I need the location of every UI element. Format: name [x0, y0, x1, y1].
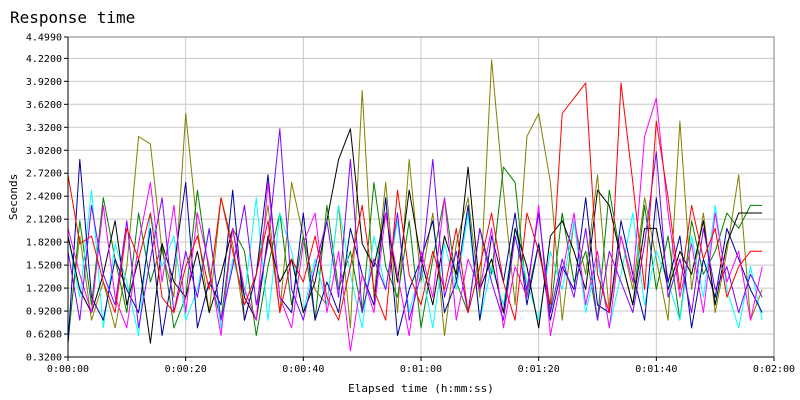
y-tick-label: 0.9200 [26, 307, 62, 318]
y-tick-label: 0.3200 [26, 353, 62, 364]
x-tick-label: 0:00:40 [282, 364, 324, 375]
x-tick-label: 0:01:40 [635, 364, 677, 375]
y-axis-label: Seconds [7, 174, 20, 220]
y-tick-label: 3.6200 [26, 100, 62, 111]
series-line-5 [67, 97, 763, 352]
y-tick-label: 0.6200 [26, 330, 62, 341]
y-tick-label: 3.3200 [26, 123, 62, 134]
x-tick-label: 0:01:00 [400, 364, 442, 375]
y-tick-label: 4.2200 [26, 54, 62, 65]
series-layer [67, 59, 763, 352]
y-tick-label: 1.5200 [26, 261, 62, 272]
axes: 0.3200 0.6200 0.9200 1.2200 1.5200 1.8200 2.12… [26, 33, 795, 376]
x-tick-label: 0:01:20 [518, 364, 560, 375]
y-tick-label: 3.9200 [26, 77, 62, 88]
chart-title: Response time [10, 8, 136, 27]
y-tick-label: 1.8200 [26, 238, 62, 249]
y-tick-label: 2.4200 [26, 192, 62, 203]
x-tick-label: 0:00:00 [47, 364, 89, 375]
series-line-0 [67, 59, 763, 337]
y-tick-label: 3.0200 [26, 146, 62, 157]
x-axis-label: Elapsed time (h:mm:ss) [348, 382, 494, 395]
x-tick-label: 0:00:20 [165, 364, 207, 375]
series-line-6 [67, 128, 763, 329]
y-tick-label: 4.4990 [26, 33, 62, 44]
y-tick-label: 2.7200 [26, 169, 62, 180]
y-tick-label: 2.1200 [26, 215, 62, 226]
y-tick-label: 1.2200 [26, 284, 62, 295]
series-line-3 [67, 158, 763, 344]
series-line-7 [67, 82, 763, 321]
x-tick-label: 0:02:00 [753, 364, 795, 375]
